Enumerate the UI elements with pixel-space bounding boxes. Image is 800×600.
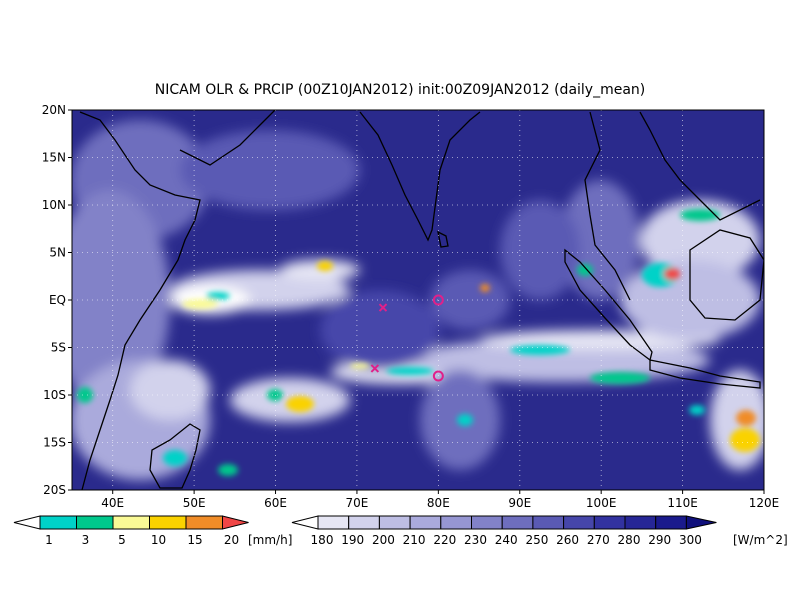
olr-color-swatch bbox=[563, 515, 595, 530]
olr-tick-label: 180 bbox=[311, 533, 334, 547]
sri-lanka bbox=[437, 230, 449, 248]
lon-tick-label: 80E bbox=[427, 496, 450, 510]
madagascar bbox=[149, 423, 201, 489]
olr-color-swatch bbox=[440, 515, 472, 530]
precip-tick-label: 1 bbox=[45, 533, 53, 547]
olr-color-swatch bbox=[409, 515, 442, 530]
olr-tick-label: 200 bbox=[372, 533, 395, 547]
precip-color-swatch bbox=[39, 515, 77, 530]
olr-tick-label: 290 bbox=[648, 533, 671, 547]
map-markers bbox=[370, 294, 444, 382]
java bbox=[649, 359, 761, 389]
lon-tick-label: 120E bbox=[749, 496, 780, 510]
precip-under-arrow bbox=[13, 515, 41, 530]
olr-tick-label: 270 bbox=[587, 533, 610, 547]
map-panel bbox=[72, 110, 764, 490]
india-coast bbox=[359, 111, 481, 242]
lat-tick-label: 15S bbox=[43, 436, 66, 450]
indochina-coast bbox=[639, 111, 761, 221]
lat-tick-label: EQ bbox=[49, 293, 66, 307]
precip-field bbox=[77, 209, 760, 476]
precip-tick-label: 20 bbox=[224, 533, 239, 547]
lon-tick-label: 40E bbox=[101, 496, 124, 510]
olr-color-swatch bbox=[378, 515, 411, 530]
precip-tick-label: 10 bbox=[151, 533, 166, 547]
olr-tick-label: 300 bbox=[679, 533, 702, 547]
olr-color-swatch bbox=[593, 515, 626, 530]
precip-color-swatch bbox=[112, 515, 150, 530]
precip-unit-label: [mm/h] bbox=[248, 533, 292, 547]
olr-color-swatch bbox=[317, 515, 350, 530]
coastlines bbox=[79, 110, 764, 490]
lon-tick-label: 50E bbox=[183, 496, 206, 510]
lon-tick-label: 60E bbox=[264, 496, 287, 510]
precip-tick-label: 15 bbox=[187, 533, 202, 547]
lat-tick-label: 20S bbox=[43, 483, 66, 497]
marker-circle bbox=[432, 294, 444, 306]
olr-tick-label: 210 bbox=[403, 533, 426, 547]
lon-tick-label: 70E bbox=[346, 496, 369, 510]
precip-color-swatch bbox=[149, 515, 187, 530]
precip-tick-label: 3 bbox=[82, 533, 90, 547]
longitude-axis: 40E 50E 60E 70E 80E 90E 100E 110E 120E bbox=[101, 490, 779, 510]
lat-tick-label: 20N bbox=[42, 103, 66, 117]
latitude-axis: 20N 15N 10N 5N EQ 5S 10S 15S 20S bbox=[42, 103, 72, 497]
precip-color-swatch bbox=[222, 515, 249, 530]
lon-tick-label: 110E bbox=[667, 496, 698, 510]
lat-tick-label: 5N bbox=[49, 246, 66, 260]
precip-colorbar: 1 3 5 10 15 20 [mm/h] bbox=[13, 515, 292, 547]
olr-tick-label: 220 bbox=[433, 533, 456, 547]
olr-tick-label: 280 bbox=[618, 533, 641, 547]
olr-colorbar: 180 190 200 210 220 230 240 250 260 270 280 290 300 [… bbox=[291, 515, 788, 547]
lat-tick-label: 10N bbox=[42, 198, 66, 212]
olr-tick-label: 250 bbox=[525, 533, 548, 547]
marker-x bbox=[370, 364, 380, 373]
olr-color-swatch bbox=[501, 515, 534, 530]
olr-tick-label: 260 bbox=[556, 533, 579, 547]
olr-color-swatch bbox=[532, 515, 565, 530]
olr-tick-label: 190 bbox=[341, 533, 364, 547]
marker-circle bbox=[432, 370, 444, 382]
precip-color-swatch bbox=[76, 515, 114, 530]
precip-tick-label: 5 bbox=[118, 533, 126, 547]
olr-tick-label: 240 bbox=[495, 533, 518, 547]
persian-coast bbox=[179, 110, 276, 166]
lon-tick-label: 100E bbox=[586, 496, 617, 510]
olr-color-swatch bbox=[471, 515, 503, 530]
olr-color-swatch bbox=[624, 515, 657, 530]
lat-tick-label: 5S bbox=[51, 341, 66, 355]
figure-title: NICAM OLR & PRCIP (00Z10JAN2012) init:00… bbox=[155, 82, 646, 98]
olr-under-arrow bbox=[291, 515, 319, 530]
arabia-africa-coast bbox=[79, 111, 201, 490]
olr-color-swatch bbox=[685, 515, 717, 530]
marker-x bbox=[378, 303, 388, 312]
myanmar-malaya-coast bbox=[584, 111, 631, 301]
olr-color-swatch bbox=[655, 515, 687, 530]
borneo bbox=[689, 229, 764, 321]
lat-tick-label: 15N bbox=[42, 151, 66, 165]
olr-tick-label: 230 bbox=[464, 533, 487, 547]
olr-color-swatch bbox=[348, 515, 380, 530]
gridlines bbox=[72, 110, 764, 490]
olr-unit-label: [W/m^2] bbox=[733, 533, 788, 547]
precip-color-swatch bbox=[185, 515, 223, 530]
lat-tick-label: 10S bbox=[43, 388, 66, 402]
lon-tick-label: 90E bbox=[508, 496, 531, 510]
